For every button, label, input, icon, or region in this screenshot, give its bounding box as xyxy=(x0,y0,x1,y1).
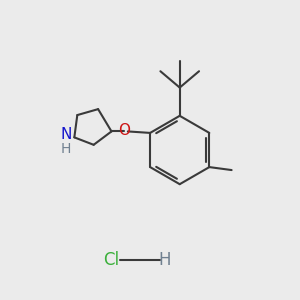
Text: N: N xyxy=(60,128,72,142)
Text: O: O xyxy=(118,123,130,138)
Text: H: H xyxy=(61,142,71,156)
Text: Cl: Cl xyxy=(103,251,119,269)
Text: H: H xyxy=(159,251,171,269)
